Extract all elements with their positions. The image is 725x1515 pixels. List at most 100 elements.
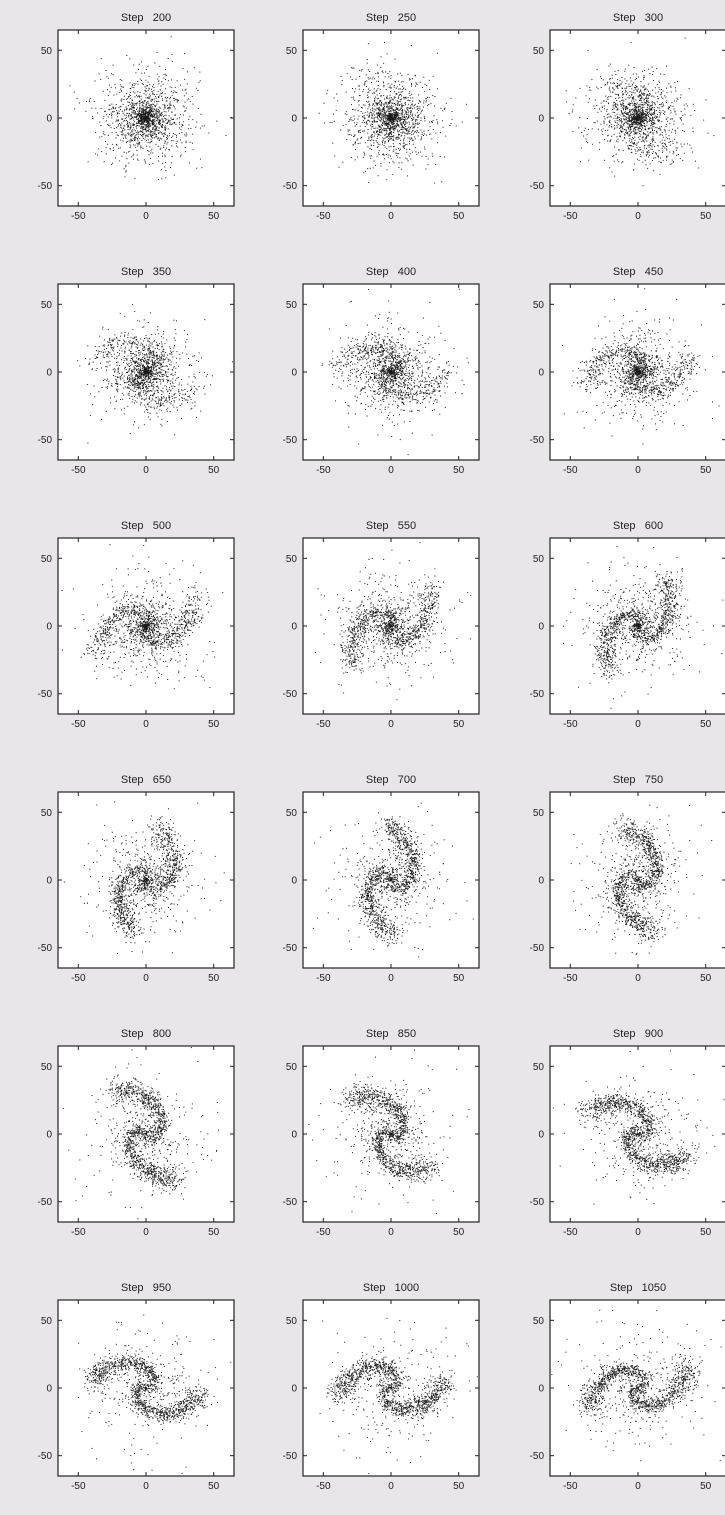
particle-point bbox=[656, 153, 657, 155]
particle-point bbox=[127, 122, 129, 124]
particle-point bbox=[395, 117, 397, 119]
particle-point bbox=[379, 112, 381, 114]
particle-point bbox=[647, 98, 649, 100]
particle-point bbox=[184, 53, 186, 55]
particle-point bbox=[158, 115, 160, 117]
particle-point bbox=[400, 143, 402, 145]
particle-point bbox=[364, 82, 366, 84]
particle-point bbox=[647, 104, 648, 106]
particle-point bbox=[111, 143, 113, 145]
particle-point bbox=[380, 113, 382, 115]
particle-point bbox=[145, 104, 147, 106]
particle-point bbox=[684, 114, 686, 116]
particle-point bbox=[611, 74, 613, 76]
y-tick-label: -50 bbox=[530, 181, 545, 192]
particle-point bbox=[140, 118, 142, 120]
particle-point bbox=[652, 113, 654, 115]
particle-point bbox=[617, 104, 619, 106]
particle-point bbox=[664, 144, 666, 146]
particle-point bbox=[142, 137, 144, 139]
particle-point bbox=[128, 96, 130, 98]
particle-point bbox=[143, 128, 145, 130]
particle-point bbox=[159, 115, 161, 117]
particle-point bbox=[159, 361, 161, 363]
particle-point bbox=[651, 119, 653, 121]
particle-point bbox=[157, 156, 159, 158]
particle-point bbox=[397, 131, 399, 133]
particle-point bbox=[396, 116, 398, 118]
particle-point bbox=[387, 127, 389, 129]
particle-point bbox=[373, 139, 375, 141]
particle-point bbox=[663, 146, 665, 148]
particle-point bbox=[127, 122, 129, 124]
particle-point bbox=[644, 110, 646, 112]
particle-point bbox=[160, 169, 162, 171]
particle-point bbox=[143, 109, 145, 111]
particle-point bbox=[642, 150, 644, 152]
particle-point bbox=[399, 94, 401, 96]
particle-point bbox=[639, 109, 641, 111]
particle-point bbox=[136, 401, 138, 403]
particle-point bbox=[158, 76, 160, 78]
particle-point bbox=[391, 102, 393, 104]
particle-point bbox=[640, 97, 642, 99]
particle-point bbox=[137, 346, 139, 348]
particle-point bbox=[418, 152, 420, 154]
particle-point bbox=[173, 121, 175, 123]
particle-point bbox=[628, 148, 630, 150]
particle-point bbox=[656, 83, 658, 85]
particle-point bbox=[353, 135, 355, 137]
particle-point bbox=[149, 157, 151, 159]
particle-point bbox=[392, 136, 394, 138]
particle-point bbox=[123, 339, 125, 341]
particle-point bbox=[404, 102, 406, 104]
particle-point bbox=[162, 100, 164, 102]
particle-point bbox=[105, 120, 107, 122]
particle-point bbox=[162, 133, 164, 135]
particle-point bbox=[640, 125, 642, 127]
particle-point bbox=[127, 132, 129, 134]
particle-point bbox=[148, 93, 150, 95]
particle-point bbox=[633, 119, 635, 121]
particle-point bbox=[396, 113, 398, 115]
particle-point bbox=[387, 136, 389, 138]
particle-point bbox=[635, 105, 637, 107]
particle-point bbox=[143, 123, 145, 125]
particle-point bbox=[169, 167, 171, 168]
panel-step-350: Step 350 -50 0 50 -50 0 50 bbox=[20, 262, 235, 498]
y-tick-label: 50 bbox=[286, 46, 298, 57]
particle-point bbox=[146, 126, 148, 128]
particle-point bbox=[397, 112, 399, 114]
particle-point bbox=[639, 147, 641, 149]
particle-point bbox=[166, 100, 168, 102]
particle-point bbox=[160, 356, 162, 358]
particle-point bbox=[394, 113, 396, 115]
particle-point bbox=[123, 168, 125, 170]
particle-point bbox=[594, 122, 596, 124]
particle-point bbox=[363, 172, 365, 174]
particle-point bbox=[653, 120, 655, 122]
particle-point bbox=[162, 120, 164, 122]
y-tick-label: -50 bbox=[283, 181, 298, 192]
particle-point bbox=[399, 104, 401, 106]
particle-point bbox=[617, 87, 619, 89]
particle-point bbox=[372, 110, 374, 112]
particle-point bbox=[151, 342, 153, 344]
particle-point bbox=[658, 121, 660, 123]
particle-point bbox=[355, 149, 356, 151]
particle-point bbox=[692, 151, 694, 153]
particle-point bbox=[195, 126, 197, 128]
particle-point bbox=[644, 114, 646, 116]
particle-point bbox=[648, 95, 650, 97]
particle-point bbox=[141, 108, 143, 110]
particle-point bbox=[142, 122, 144, 124]
particle-point bbox=[136, 107, 138, 109]
particle-point bbox=[109, 148, 111, 150]
particle-point bbox=[333, 113, 335, 115]
particle-point bbox=[155, 351, 157, 353]
particle-point bbox=[159, 121, 161, 122]
particle-point bbox=[642, 113, 644, 115]
particle-point bbox=[185, 92, 187, 94]
particle-point bbox=[641, 118, 643, 120]
particle-point bbox=[130, 118, 132, 120]
